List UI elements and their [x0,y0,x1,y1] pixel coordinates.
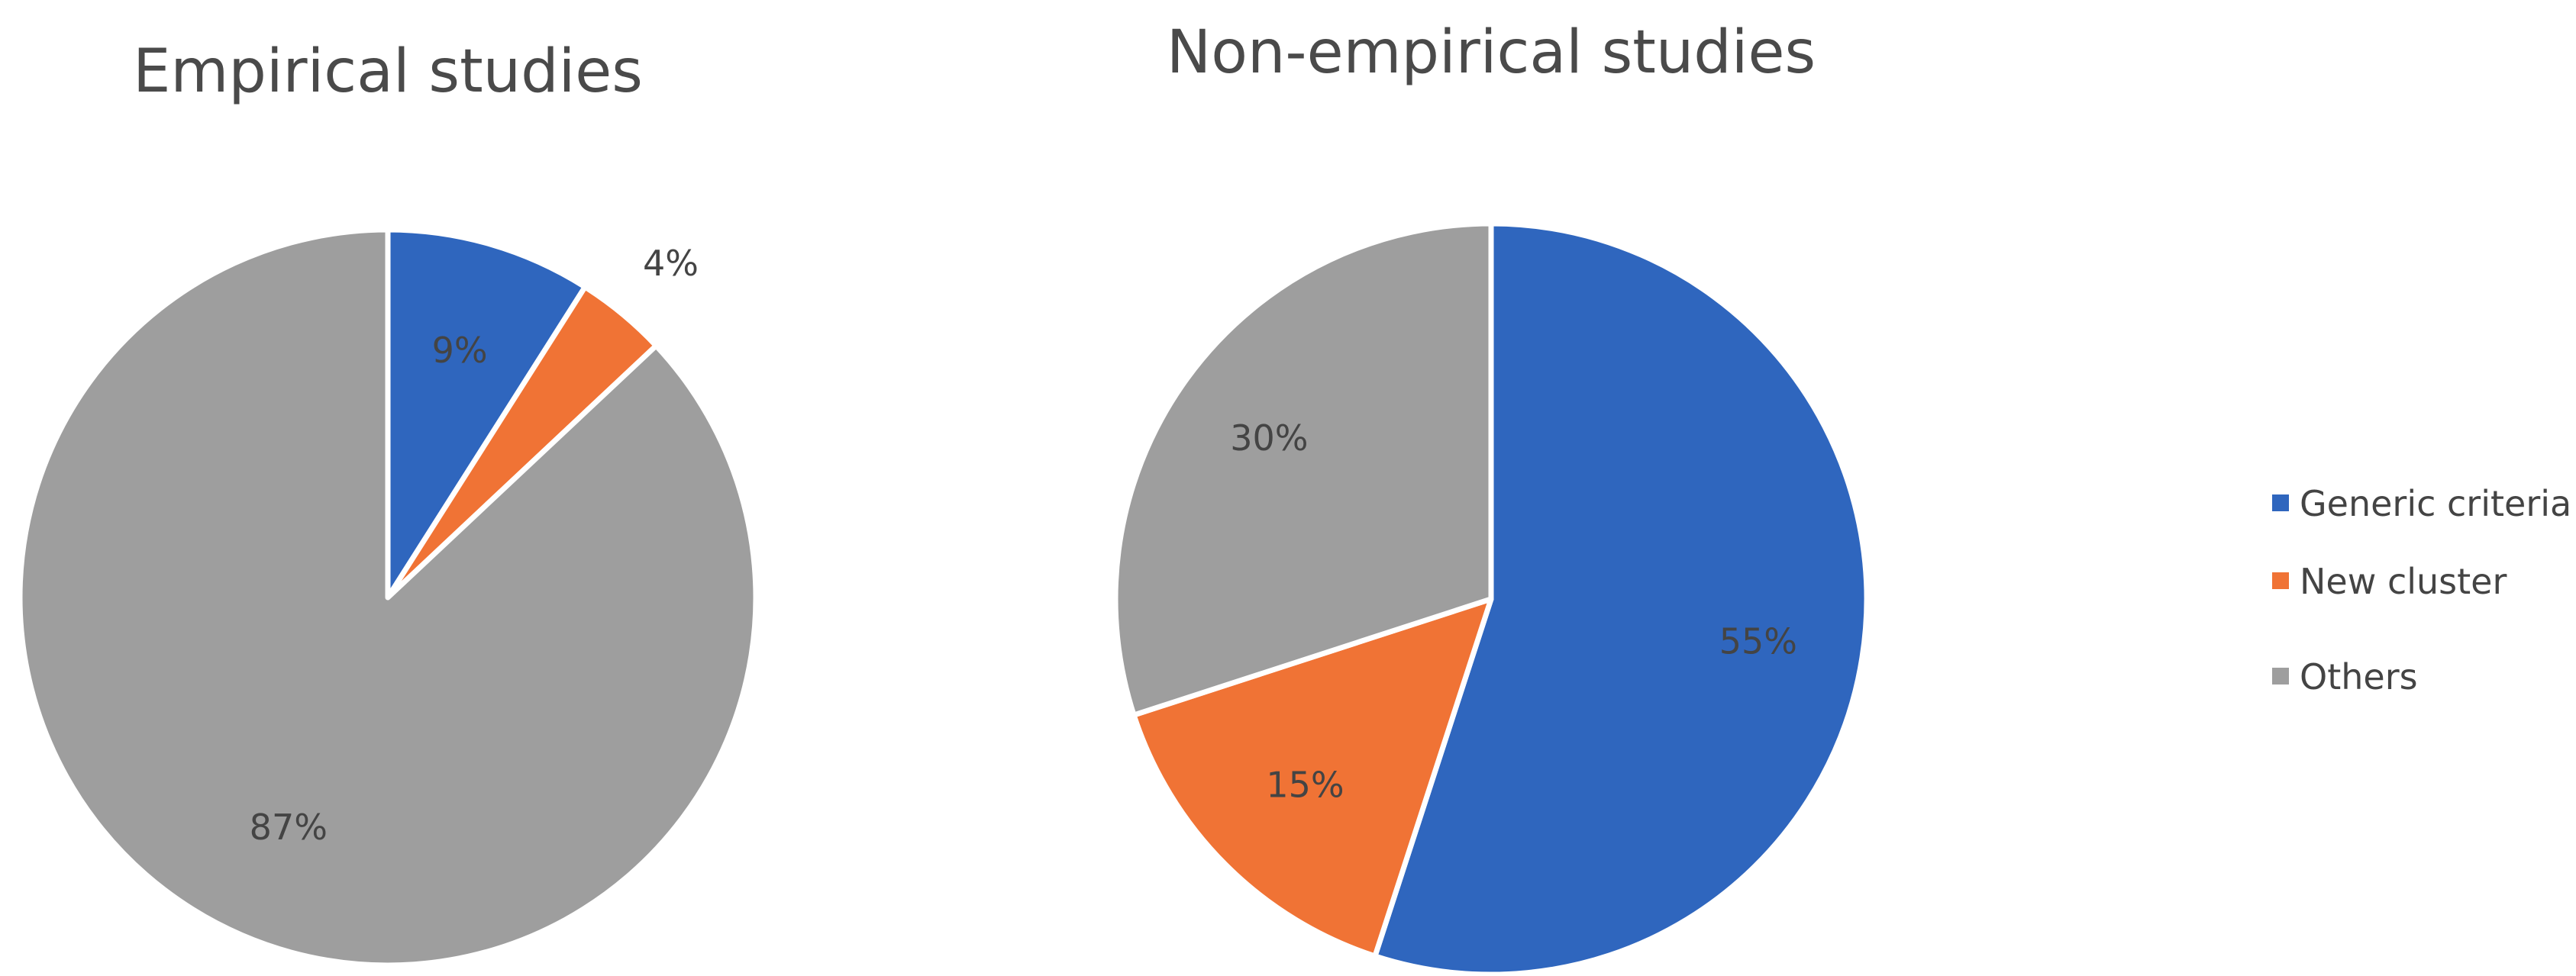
legend-label-generic-criteria: Generic criteria [2300,483,2571,524]
non-empirical-pie [1112,221,1870,976]
non-empirical-chart-title: Non-empirical studies [1167,18,1816,87]
legend-swatch-others [2272,668,2289,684]
pie-slice-others [1112,221,1494,718]
legend-label-new-cluster: New cluster [2300,561,2507,602]
pie-slice-generic-criteria [1372,221,1870,976]
non-empirical-studies-chart: Non-empirical studies 55% 15% 30% [1112,18,1870,976]
legend: Generic criteria New cluster Others [2272,483,2571,697]
data-label-new-cluster: 15% [1266,765,1344,806]
legend-label-others: Others [2300,656,2418,697]
pie-slice-generic-criteria [385,227,588,601]
non-empirical-data-labels: 55% 15% 30% [1230,417,1797,806]
legend-swatch-new-cluster [2272,572,2289,589]
data-label-others: 87% [250,807,328,848]
data-label-others: 30% [1230,417,1308,459]
empirical-studies-chart: Empirical studies 9% 4% 87% [17,37,759,968]
data-label-new-cluster: 4% [643,243,699,284]
empirical-chart-title: Empirical studies [133,37,643,106]
data-label-generic-criteria: 55% [1719,620,1797,662]
data-label-generic-criteria: 9% [432,330,488,371]
empirical-data-labels: 9% 4% 87% [250,243,699,848]
empirical-pie [17,227,759,968]
legend-swatch-generic-criteria [2272,494,2289,511]
pie-slice-others [17,227,759,968]
